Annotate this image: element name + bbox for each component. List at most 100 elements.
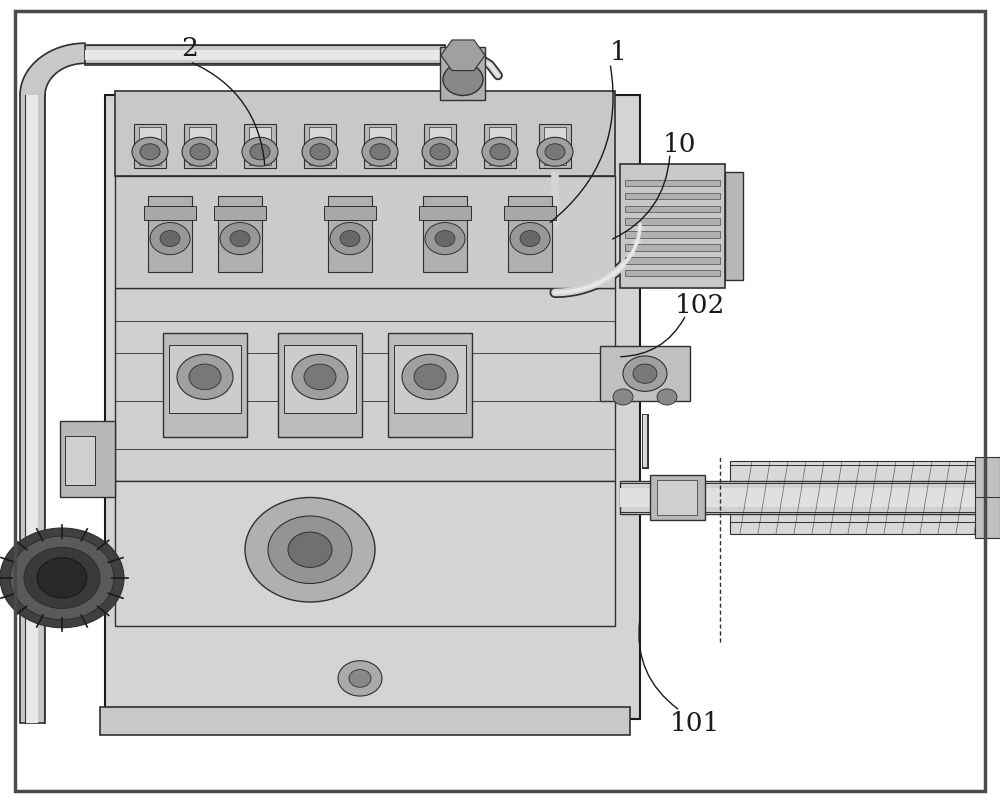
Circle shape	[430, 145, 450, 161]
Bar	[218, 197, 262, 273]
Bar	[625, 219, 720, 226]
Bar	[625, 258, 720, 264]
Text: 1: 1	[610, 39, 626, 65]
Circle shape	[422, 138, 458, 167]
Circle shape	[545, 145, 565, 161]
Bar	[600, 347, 690, 402]
Circle shape	[402, 355, 458, 400]
Text: 101: 101	[670, 710, 720, 736]
Circle shape	[10, 536, 114, 620]
Circle shape	[245, 498, 375, 602]
Circle shape	[330, 223, 370, 255]
Text: 2: 2	[182, 35, 198, 61]
Bar	[328, 197, 372, 273]
Bar	[620, 482, 1000, 514]
Circle shape	[292, 355, 348, 400]
Circle shape	[310, 145, 330, 161]
Bar	[650, 475, 705, 520]
Bar	[85, 46, 445, 66]
Circle shape	[633, 365, 657, 384]
Circle shape	[443, 64, 483, 96]
Bar	[115, 92, 615, 177]
Circle shape	[425, 223, 465, 255]
Bar	[100, 707, 630, 735]
Circle shape	[288, 532, 332, 568]
Bar	[625, 181, 720, 187]
Bar	[544, 128, 566, 166]
Circle shape	[140, 145, 160, 161]
Bar	[249, 128, 271, 166]
Circle shape	[189, 365, 221, 390]
Circle shape	[304, 365, 336, 390]
Polygon shape	[441, 41, 485, 71]
Bar	[388, 333, 472, 438]
Circle shape	[190, 145, 210, 161]
Bar	[60, 422, 115, 498]
Circle shape	[520, 231, 540, 247]
Bar	[105, 96, 640, 719]
Circle shape	[220, 223, 260, 255]
Circle shape	[657, 389, 677, 406]
Bar	[625, 271, 720, 277]
Circle shape	[132, 138, 168, 167]
Circle shape	[302, 138, 338, 167]
Bar	[189, 128, 211, 166]
Circle shape	[362, 138, 398, 167]
Circle shape	[623, 357, 667, 392]
Circle shape	[490, 145, 510, 161]
Circle shape	[177, 355, 233, 400]
Bar	[625, 194, 720, 200]
Bar	[625, 232, 720, 238]
Circle shape	[482, 138, 518, 167]
Text: 102: 102	[675, 292, 725, 318]
Circle shape	[230, 231, 250, 247]
Circle shape	[24, 548, 100, 609]
Bar	[429, 128, 451, 166]
Bar	[620, 165, 725, 289]
Bar	[115, 482, 615, 626]
Circle shape	[250, 145, 270, 161]
Bar	[324, 206, 376, 221]
Bar	[423, 197, 467, 273]
Bar	[620, 488, 1000, 507]
Bar	[625, 206, 720, 213]
Circle shape	[338, 661, 382, 696]
Bar	[214, 206, 266, 221]
Bar	[20, 96, 45, 723]
Bar	[394, 345, 466, 414]
Bar	[369, 128, 391, 166]
Bar	[504, 206, 556, 221]
Bar	[134, 124, 166, 169]
Bar	[169, 345, 241, 414]
Bar	[65, 436, 95, 486]
Circle shape	[349, 670, 371, 687]
Circle shape	[182, 138, 218, 167]
Bar	[144, 206, 196, 221]
Bar	[484, 124, 516, 169]
Circle shape	[370, 145, 390, 161]
Circle shape	[0, 528, 124, 628]
Bar	[975, 458, 1000, 538]
Bar	[364, 124, 396, 169]
Bar	[85, 51, 445, 61]
Bar	[730, 462, 1000, 534]
Bar	[26, 96, 38, 723]
Circle shape	[613, 389, 633, 406]
Bar	[163, 333, 247, 438]
Bar	[508, 197, 552, 273]
Bar	[244, 124, 276, 169]
Bar	[625, 245, 720, 251]
Bar	[115, 289, 615, 482]
Bar	[725, 173, 743, 281]
Circle shape	[340, 231, 360, 247]
Circle shape	[268, 516, 352, 584]
Bar	[139, 128, 161, 166]
Bar	[284, 345, 356, 414]
Circle shape	[242, 138, 278, 167]
Circle shape	[435, 231, 455, 247]
Bar	[304, 124, 336, 169]
Circle shape	[150, 223, 190, 255]
Circle shape	[414, 365, 446, 390]
Bar	[115, 177, 615, 289]
Bar	[440, 48, 485, 100]
